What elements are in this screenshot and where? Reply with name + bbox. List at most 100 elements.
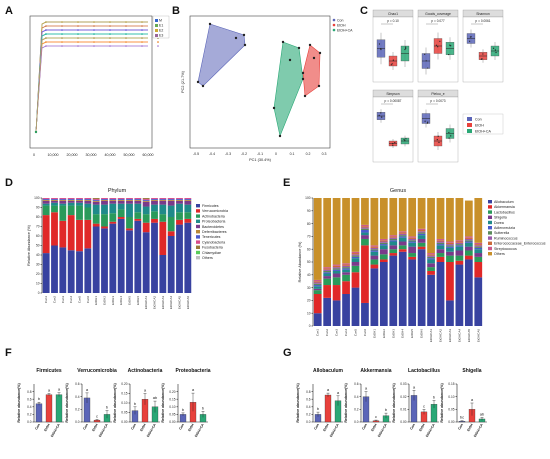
stacked-bar-segment bbox=[417, 230, 426, 232]
stacked-bar-segment bbox=[446, 241, 454, 243]
stacked-bar-segment bbox=[126, 228, 133, 231]
stacked-bar-segment bbox=[332, 265, 341, 268]
stacked-bar-segment bbox=[184, 222, 192, 293]
stacked-bar-segment bbox=[176, 198, 183, 199]
stacked-bar-segment bbox=[351, 254, 360, 256]
stacked-bar-segment bbox=[474, 245, 483, 247]
legend-label: Chlamydiae bbox=[202, 251, 221, 255]
stacked-bar-segment bbox=[427, 270, 435, 275]
significance-letter: a bbox=[471, 397, 474, 402]
panel-b-x-tick: -0.1 bbox=[257, 152, 263, 156]
legend-label: Adlercreutzia bbox=[494, 226, 515, 230]
y-tick-label: 0.20 bbox=[169, 390, 175, 394]
panel-a-x-tick: 0 bbox=[33, 153, 35, 157]
box-point bbox=[481, 58, 483, 60]
stacked-bar-segment bbox=[446, 244, 454, 246]
legend-label: Con bbox=[337, 19, 343, 23]
rarefaction-curve bbox=[35, 45, 148, 133]
stacked-bar-segment bbox=[370, 268, 379, 326]
y-tick-label: 0.2 bbox=[75, 408, 80, 412]
y-tick-label: 60 bbox=[36, 234, 40, 238]
stacked-bar-segment bbox=[417, 232, 426, 234]
y-tick-label: 0.2 bbox=[306, 413, 311, 417]
legend-swatch bbox=[467, 129, 472, 133]
rarefaction-point bbox=[77, 25, 79, 27]
stacked-bar-segment bbox=[84, 199, 92, 201]
box-point bbox=[435, 44, 438, 46]
significance-letter: b bbox=[38, 396, 41, 401]
panel-b-x-tick: -0.2 bbox=[241, 152, 247, 156]
stacked-bar-segment bbox=[42, 203, 50, 206]
stacked-bar-segment bbox=[117, 198, 125, 200]
stacked-bar-segment bbox=[361, 302, 369, 326]
stacked-bar-segment bbox=[126, 230, 133, 293]
stacked-bar-segment bbox=[67, 199, 75, 201]
stacked-bar-segment bbox=[446, 246, 454, 248]
pcoa-point bbox=[278, 134, 282, 138]
stacked-bar-segment bbox=[126, 217, 133, 229]
legend-label: Akkermansia bbox=[494, 205, 515, 209]
stacked-bar-segment bbox=[408, 253, 417, 257]
panel-b-x-tick: 0.1 bbox=[290, 152, 295, 156]
stacked-bar-segment bbox=[455, 260, 464, 265]
rarefaction-curve bbox=[35, 33, 148, 133]
stacked-bar-segment bbox=[455, 255, 464, 261]
significance-letter: a bbox=[48, 388, 51, 393]
stacked-bar-segment bbox=[176, 212, 183, 220]
stacked-bar-segment bbox=[351, 255, 360, 257]
stacked-bar-segment bbox=[159, 200, 167, 205]
stacked-bar-segment bbox=[59, 205, 67, 221]
stacked-bar-segment bbox=[379, 245, 388, 250]
sample-label: EtOH6 bbox=[420, 329, 424, 338]
stacked-bar-segment bbox=[408, 238, 417, 241]
group-label: EtOH+CA bbox=[473, 422, 484, 437]
stacked-bar-segment bbox=[379, 242, 388, 245]
rarefaction-point bbox=[77, 33, 79, 35]
stacked-bar-segment bbox=[446, 245, 454, 247]
stacked-bar-segment bbox=[417, 235, 426, 239]
stacked-bar-segment bbox=[436, 198, 445, 239]
sample-label: EtOHCA5 bbox=[178, 296, 182, 310]
rarefaction-curve bbox=[35, 29, 148, 133]
rarefaction-point bbox=[109, 29, 111, 31]
stacked-bar-segment bbox=[351, 272, 360, 288]
stacked-bar-segment bbox=[474, 244, 483, 246]
stacked-bar-segment bbox=[389, 249, 398, 254]
sample-label: Con4 bbox=[344, 329, 348, 337]
stacked-bar-segment bbox=[313, 285, 322, 287]
sample-label: EtOHCA3 bbox=[161, 296, 165, 310]
legend-label: Enterococcaceae_Enterococcus bbox=[494, 242, 546, 246]
stacked-bar-segment bbox=[101, 226, 108, 229]
group-label: Con bbox=[361, 423, 368, 431]
alpha-title: Goods_coverage bbox=[425, 12, 451, 16]
rarefaction-point bbox=[141, 25, 143, 27]
y-tick-label: 0.05 bbox=[121, 411, 127, 415]
stacked-bar-segment bbox=[398, 231, 407, 233]
stacked-bar-segment bbox=[167, 205, 175, 217]
significance-letter: bc bbox=[460, 415, 464, 420]
alpha-plot-area bbox=[372, 96, 414, 163]
stacked-bar-segment bbox=[142, 232, 150, 293]
rarefaction-point bbox=[61, 33, 63, 35]
stacked-bar-segment bbox=[342, 264, 350, 266]
stacked-bar-segment bbox=[332, 285, 341, 301]
stacked-bar-segment bbox=[167, 198, 175, 200]
stacked-bar-segment bbox=[84, 203, 92, 208]
stacked-bar-segment bbox=[142, 200, 150, 202]
rarefaction-point bbox=[125, 25, 127, 27]
panel-d-phylum: Phylum 0 10 20 30 40 50 60 70 80 90 100 Relative Abu… bbox=[27, 188, 228, 309]
box-point bbox=[404, 48, 406, 51]
y-tick-label: 90 bbox=[36, 206, 40, 210]
stacked-bar-segment bbox=[379, 244, 388, 246]
rarefaction-point bbox=[141, 41, 143, 43]
panel-f-bars-plot: Proteobacteria 0.00 0.05 0.10 0.15 0.20 Relati… bbox=[161, 368, 211, 438]
y-axis-label: Relative abundance(%) bbox=[161, 383, 165, 423]
rarefaction-point bbox=[45, 25, 47, 27]
stacked-bar-segment bbox=[455, 246, 464, 251]
stacked-bar-segment bbox=[313, 286, 322, 289]
stacked-bar-segment bbox=[126, 200, 133, 204]
sample-label: EtOH3 bbox=[111, 296, 115, 305]
stacked-bar-segment bbox=[67, 250, 75, 293]
stacked-bar-segment bbox=[159, 204, 167, 215]
